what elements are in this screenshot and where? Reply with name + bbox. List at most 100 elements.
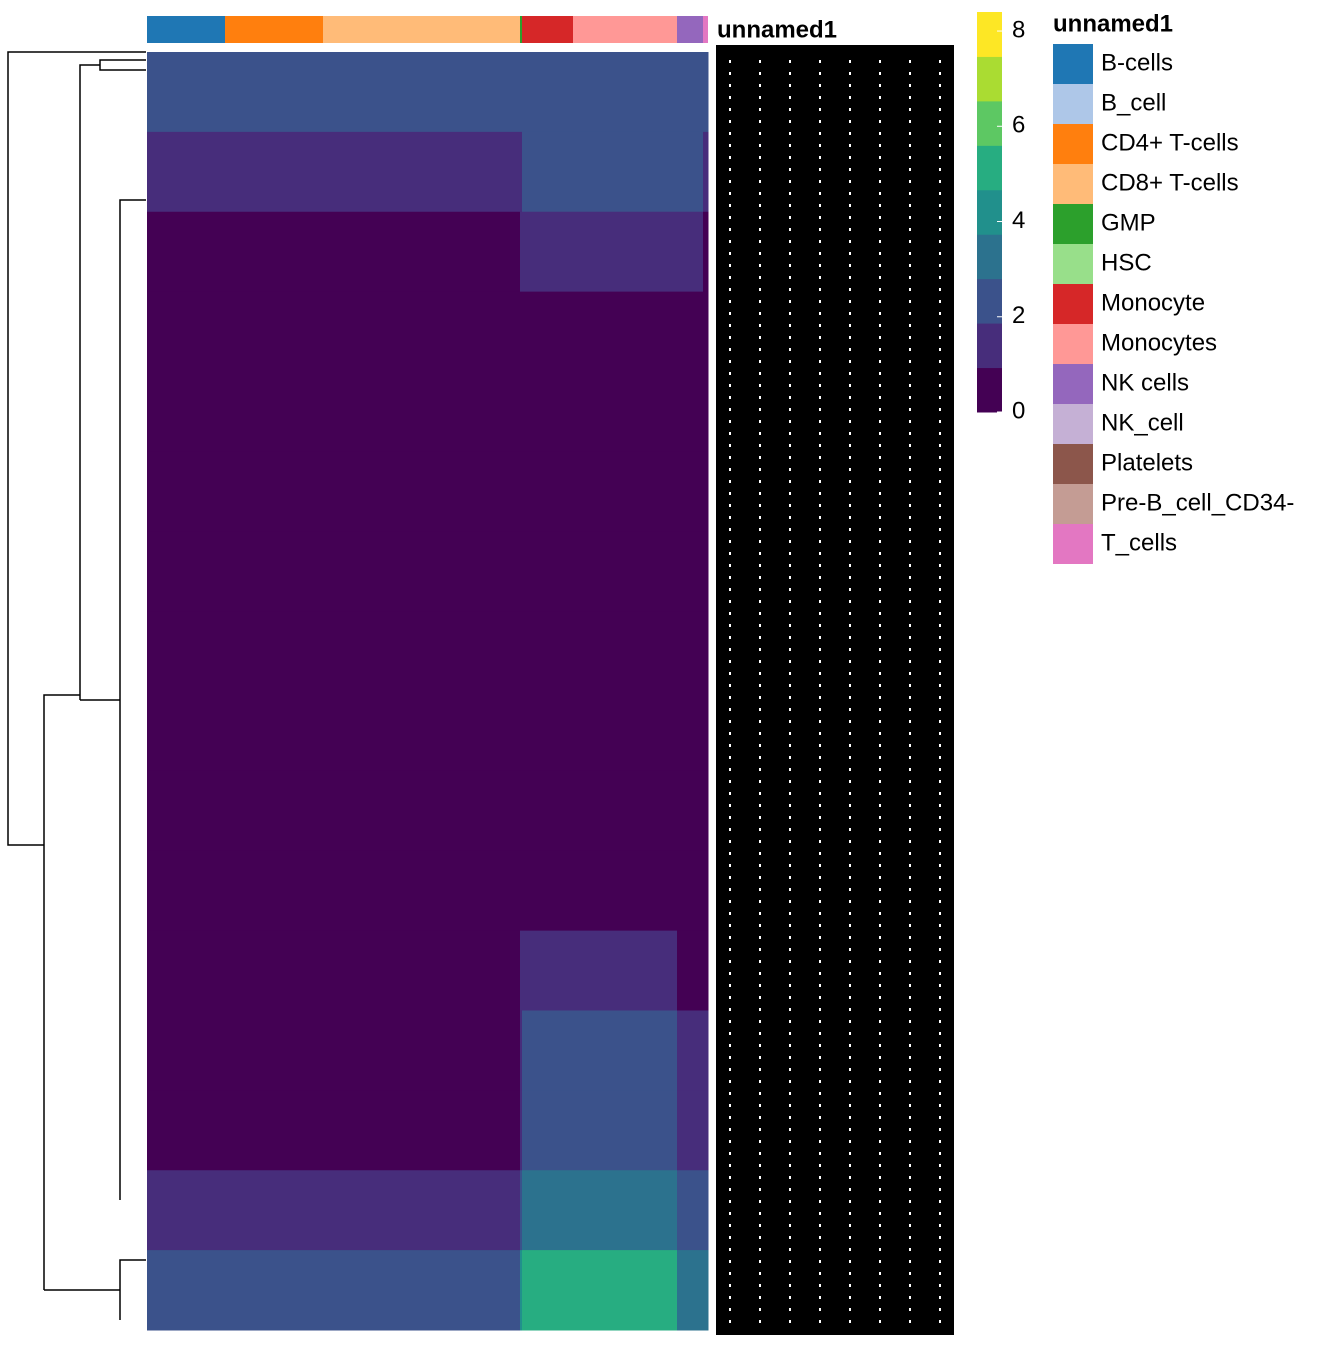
heatmap-cell [703,531,709,612]
heatmap-cell [677,1010,704,1091]
heatmap-cell [703,611,709,692]
heatmap-cell [147,1250,226,1331]
heatmap-cell [677,611,704,692]
heatmap-cell [703,770,709,852]
legend-swatch [1053,404,1093,444]
heatmap-cell [522,850,574,932]
heatmap-cell [147,131,226,213]
legend-swatch [1053,84,1093,124]
colorbar-tick-label: 4 [1012,207,1025,234]
heatmap-cell [573,611,678,692]
heatmap-cell [147,211,226,293]
heatmap-cell [703,930,709,1011]
heatmap-cell [225,211,324,293]
heatmap-cell [323,371,521,452]
heatmap-cell [323,770,521,852]
heatmap-cell [677,691,704,772]
heatmap-cell [677,1170,704,1251]
annotation-name: unnamed1 [717,16,837,43]
heatmap-cell [573,52,678,133]
heatmap-cell [573,291,678,372]
colorbar-step [977,145,1002,191]
heatmap-cell [147,770,226,852]
heatmap-cell [225,770,324,852]
heatmap-cell [522,770,574,852]
heatmap-cell [225,1170,324,1251]
heatmap-cell [147,691,226,772]
heatmap-cell [703,1170,709,1251]
legend-swatch [1053,444,1093,484]
legend-label: CD8+ T-cells [1101,169,1239,196]
heatmap-cell [520,611,523,692]
heatmap-cell [522,1010,574,1091]
heatmap-cell [522,211,574,293]
heatmap-cell [323,291,521,372]
legend-title: unnamed1 [1053,10,1173,37]
legend-label: Monocyte [1101,289,1205,316]
heatmap-cell [677,371,704,452]
heatmap-cell [323,531,521,612]
colorbar-step [977,12,1002,57]
row-labels-overlap [716,45,954,1335]
row-label-block [716,45,954,1335]
legend-label: HSC [1101,249,1152,276]
heatmap-cell [520,52,523,133]
heatmap-cell [520,131,523,213]
heatmap-cell [573,531,678,612]
heatmap-cell [573,131,678,213]
heatmap-cell [520,371,523,452]
colorbar-step [977,100,1002,146]
heatmap-cell [323,691,521,772]
heatmap-cell [573,451,678,532]
heatmap-cell [677,52,704,133]
heatmap-cell [520,1170,523,1251]
annotation-segment [225,16,323,43]
annotation-segment [573,16,677,43]
legend-label: GMP [1101,209,1156,236]
heatmap-cell [225,52,324,133]
heatmap-cell [677,451,704,532]
heatmap-cell [703,1010,709,1091]
annotation-segment [677,16,703,43]
dendrogram [7,51,146,1320]
heatmap-cell [147,371,226,452]
heatmap-cell [703,850,709,932]
heatmap-cell [323,1170,521,1251]
heatmap-cell [323,451,521,532]
heatmap-cell [573,691,678,772]
heatmap-cell [573,930,678,1011]
heatmap-cell [677,930,704,1011]
heatmap-cell [522,1090,574,1171]
colorbar-tick-label: 6 [1012,112,1025,139]
annotation-segment [522,16,573,43]
heatmap-cell [147,531,226,612]
heatmap-cell [323,211,521,293]
heatmap-cell [147,1170,226,1251]
heatmap-cell [573,1250,678,1331]
heatmap-cell [520,691,523,772]
heatmap-cell [677,131,704,213]
legend-swatch [1053,524,1093,564]
heatmap-cell [147,1010,226,1091]
heatmap-cell [703,131,709,213]
heatmap-cell [677,211,704,293]
legend-label: Platelets [1101,449,1193,476]
heatmap-cell [520,850,523,932]
heatmap-cell [522,371,574,452]
legend-label: Monocytes [1101,329,1217,356]
heatmap-cell [573,371,678,452]
colorbar-step [977,189,1002,235]
heatmap-cell [520,1250,523,1331]
heatmap-cell [677,1090,704,1171]
heatmap-cell [225,930,324,1011]
heatmap-cell [520,1090,523,1171]
annotation-segment [703,16,708,43]
heatmap-cell [703,52,709,133]
heatmap-cell [520,770,523,852]
heatmap-cell [225,611,324,692]
heatmap-cell [703,211,709,293]
heatmap-cell [522,930,574,1011]
legend-label: T_cells [1101,529,1177,556]
legend-swatch [1053,204,1093,244]
heatmap-cell [522,291,574,372]
